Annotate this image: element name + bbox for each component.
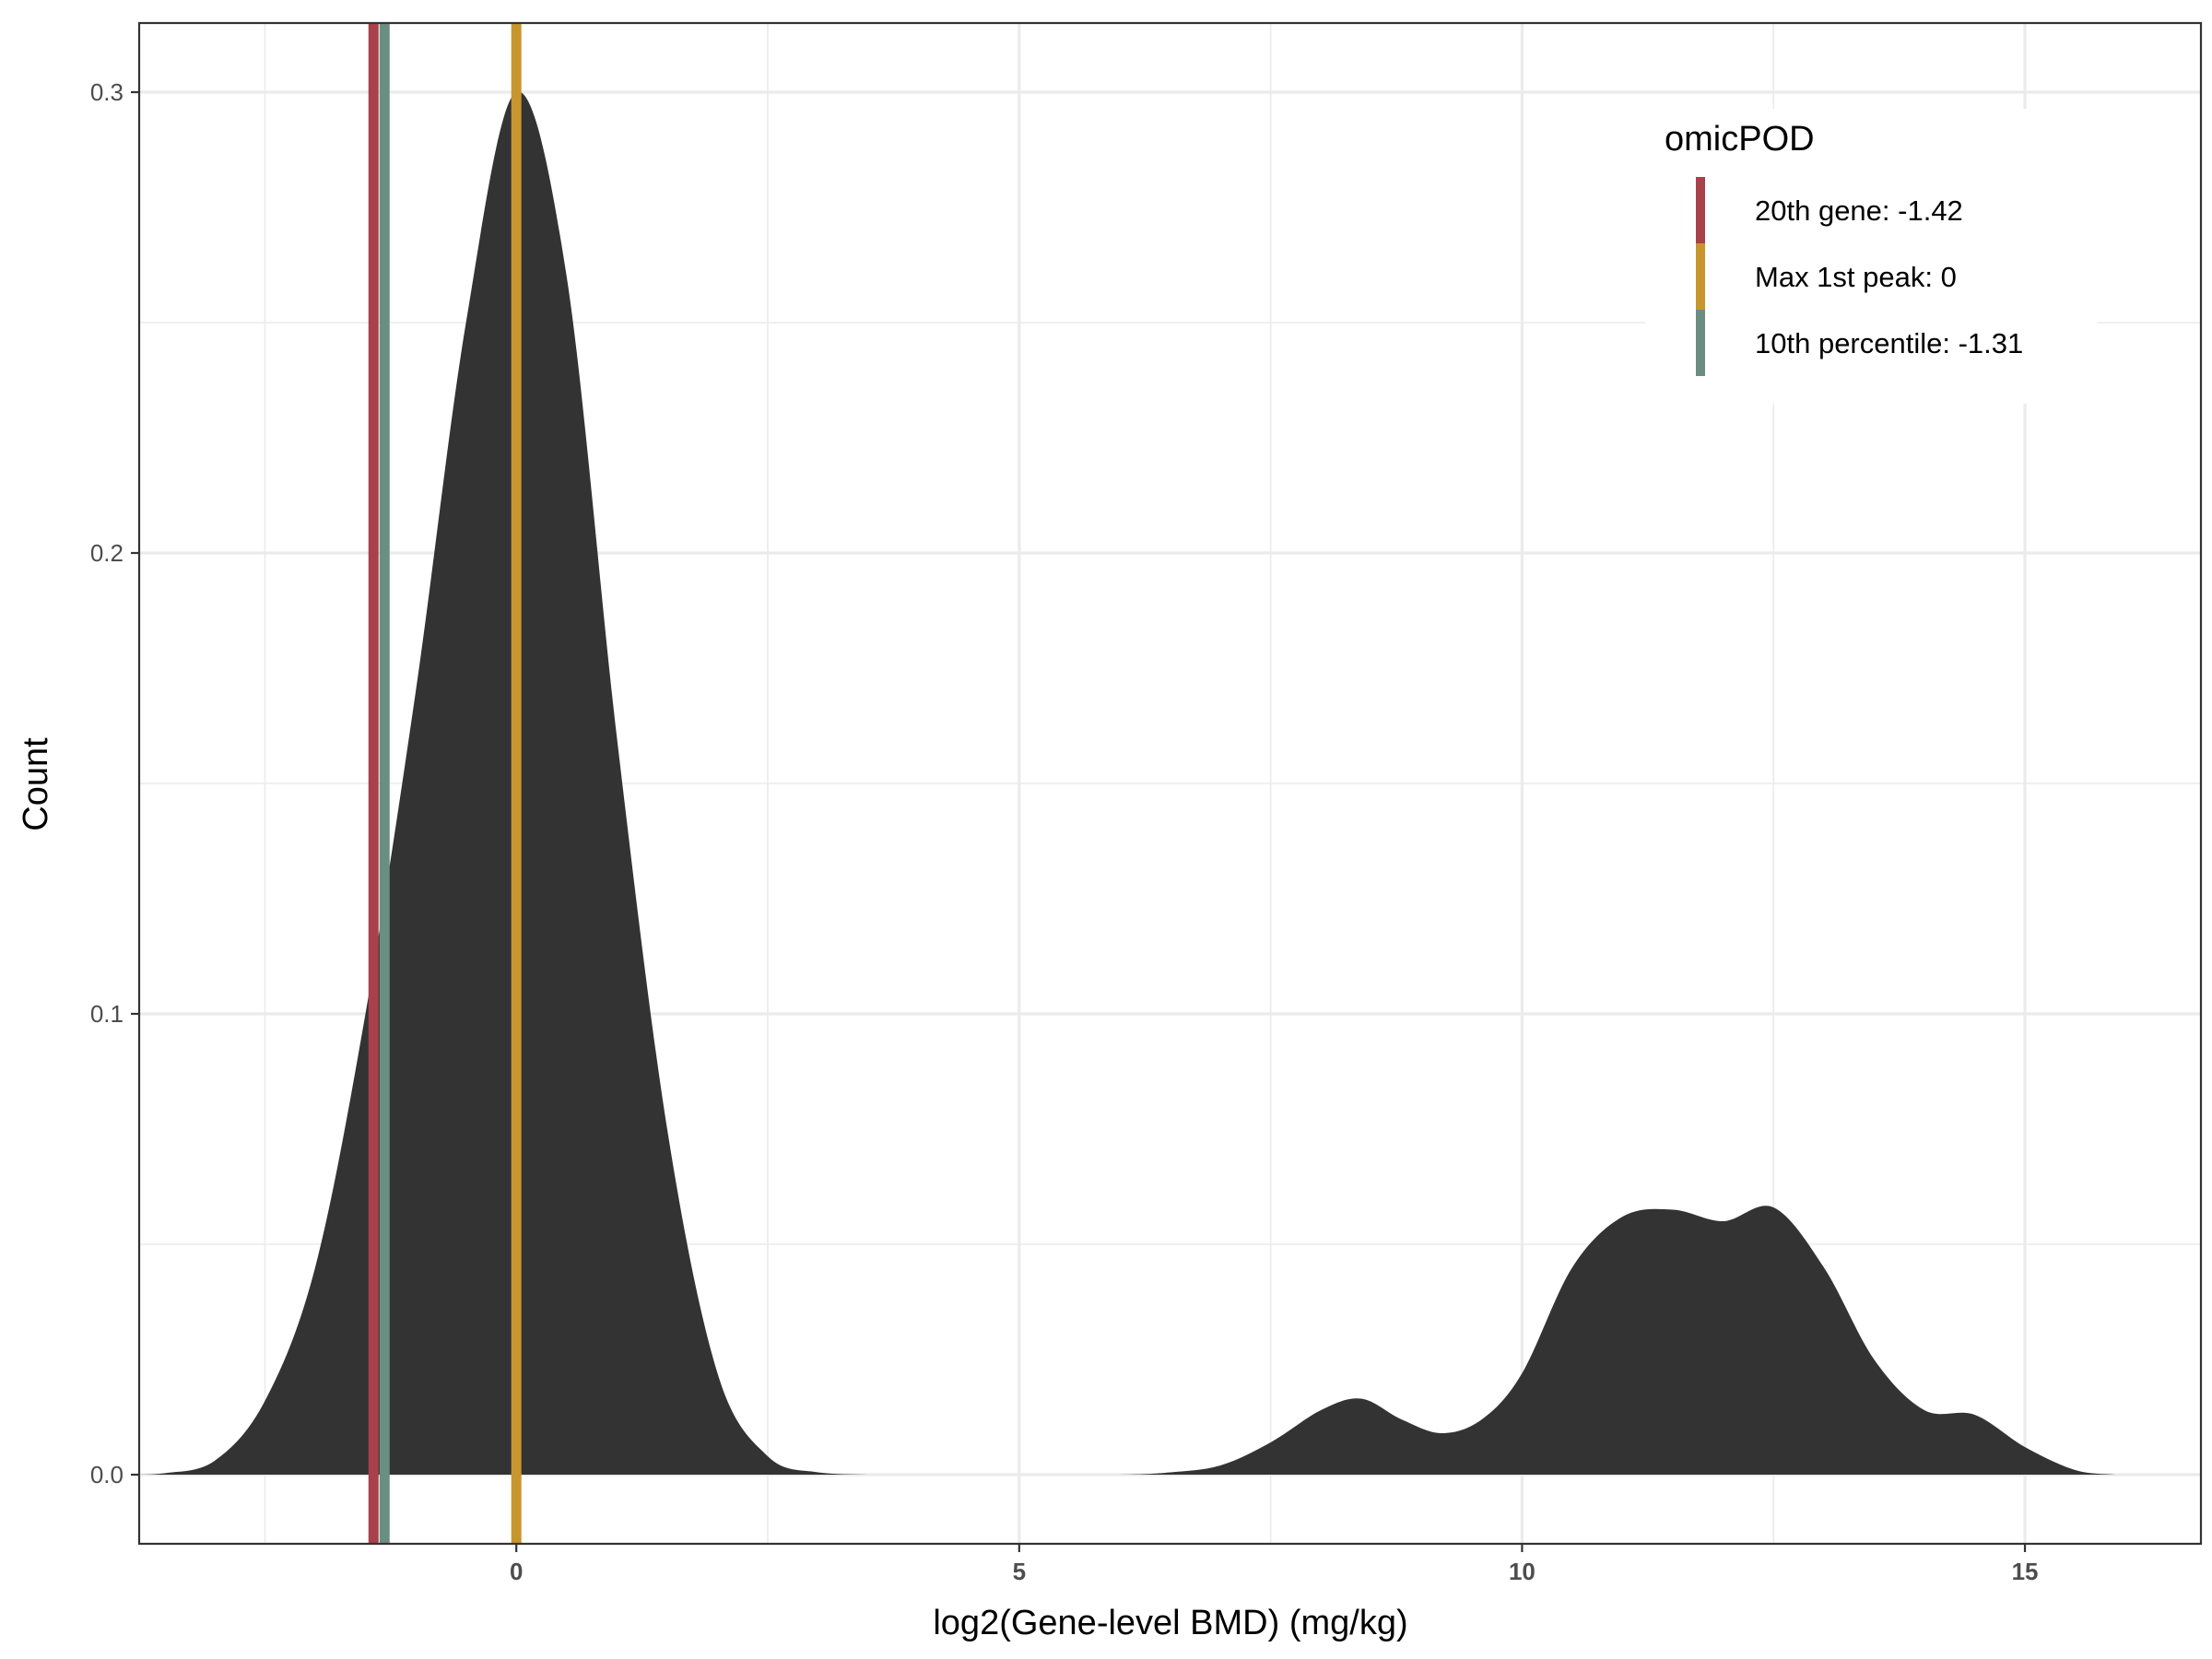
legend-label: 20th gene: -1.42 (1755, 194, 1963, 227)
y-tick-label: 0.0 (90, 1461, 124, 1488)
legend-background (1645, 109, 2097, 404)
legend-label: Max 1st peak: 0 (1755, 261, 1957, 293)
y-axis-title: Count (17, 737, 55, 831)
legend: omicPOD 20th gene: -1.42 Max 1st peak: 0 1… (1645, 109, 2097, 404)
density-area (139, 91, 2116, 1476)
x-axis: 0 5 10 15 (510, 1544, 2039, 1585)
x-tick-label: 15 (2012, 1558, 2039, 1585)
legend-key (1696, 177, 1705, 243)
y-tick-label: 0.2 (90, 539, 124, 567)
x-tick-label: 5 (1013, 1558, 1026, 1585)
legend-items: 20th gene: -1.42 Max 1st peak: 0 10th perc… (1696, 177, 2023, 376)
legend-key (1696, 310, 1705, 376)
x-axis-title: log2(Gene-level BMD) (mg/kg) (933, 1604, 1407, 1642)
legend-label: 10th percentile: -1.31 (1755, 327, 2023, 359)
y-tick-label: 0.1 (90, 1000, 124, 1028)
panel-border (137, 21, 2203, 1546)
x-tick-label: 0 (510, 1558, 523, 1585)
y-tick-label: 0.3 (90, 78, 124, 106)
legend-title: omicPOD (1665, 120, 1815, 159)
legend-key (1696, 243, 1705, 310)
pod-lines (368, 23, 522, 1544)
y-axis: 0.0 0.1 0.2 0.3 (90, 78, 139, 1488)
x-tick-label: 10 (1509, 1558, 1535, 1585)
